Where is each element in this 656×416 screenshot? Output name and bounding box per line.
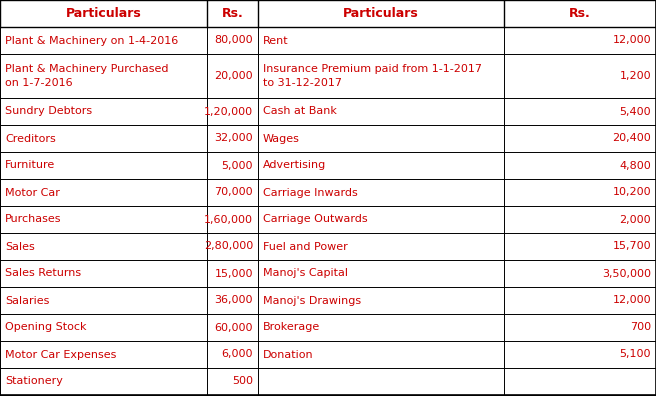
Text: Advertising: Advertising [263,161,326,171]
Text: Creditors: Creditors [5,134,56,144]
Text: 60,000: 60,000 [215,322,253,332]
Text: Manoj's Drawings: Manoj's Drawings [263,295,361,305]
Text: Carriage Inwards: Carriage Inwards [263,188,358,198]
Text: 700: 700 [630,322,651,332]
Text: 32,000: 32,000 [215,134,253,144]
Text: Particulars: Particulars [66,7,142,20]
Text: Insurance Premium paid from 1-1-2017
to 31-12-2017: Insurance Premium paid from 1-1-2017 to … [263,64,482,88]
Text: Plant & Machinery Purchased
on 1-7-2016: Plant & Machinery Purchased on 1-7-2016 [5,64,169,88]
Text: Donation: Donation [263,349,314,359]
Text: 10,200: 10,200 [612,188,651,198]
Text: 1,60,000: 1,60,000 [204,215,253,225]
Text: Carriage Outwards: Carriage Outwards [263,215,367,225]
Text: Opening Stock: Opening Stock [5,322,87,332]
Text: Cash at Bank: Cash at Bank [263,106,337,116]
Text: 500: 500 [232,376,253,386]
Text: Salaries: Salaries [5,295,49,305]
Text: 5,400: 5,400 [619,106,651,116]
Text: 3,50,000: 3,50,000 [602,268,651,278]
Text: 5,000: 5,000 [222,161,253,171]
Text: Plant & Machinery on 1-4-2016: Plant & Machinery on 1-4-2016 [5,35,178,45]
Text: Wages: Wages [263,134,300,144]
Text: 20,000: 20,000 [215,71,253,81]
Text: 5,100: 5,100 [619,349,651,359]
Text: Manoj's Capital: Manoj's Capital [263,268,348,278]
Text: 15,000: 15,000 [215,268,253,278]
Text: Brokerage: Brokerage [263,322,320,332]
Text: 70,000: 70,000 [215,188,253,198]
Text: 1,20,000: 1,20,000 [204,106,253,116]
Text: Purchases: Purchases [5,215,62,225]
Text: Furniture: Furniture [5,161,55,171]
Text: Particulars: Particulars [343,7,419,20]
Text: Rent: Rent [263,35,289,45]
Text: 2,000: 2,000 [619,215,651,225]
Text: Sales: Sales [5,242,35,252]
Text: 80,000: 80,000 [215,35,253,45]
Text: 4,800: 4,800 [619,161,651,171]
Text: 12,000: 12,000 [612,295,651,305]
Text: 1,200: 1,200 [619,71,651,81]
Text: 15,700: 15,700 [612,242,651,252]
Text: Motor Car: Motor Car [5,188,60,198]
Text: Fuel and Power: Fuel and Power [263,242,348,252]
Text: Sales Returns: Sales Returns [5,268,81,278]
Text: Motor Car Expenses: Motor Car Expenses [5,349,116,359]
Text: Sundry Debtors: Sundry Debtors [5,106,92,116]
Text: Rs.: Rs. [222,7,243,20]
Text: 20,400: 20,400 [612,134,651,144]
Text: 6,000: 6,000 [222,349,253,359]
Text: 2,80,000: 2,80,000 [204,242,253,252]
Text: Rs.: Rs. [569,7,591,20]
Text: Stationery: Stationery [5,376,63,386]
Text: 12,000: 12,000 [612,35,651,45]
Text: 36,000: 36,000 [215,295,253,305]
